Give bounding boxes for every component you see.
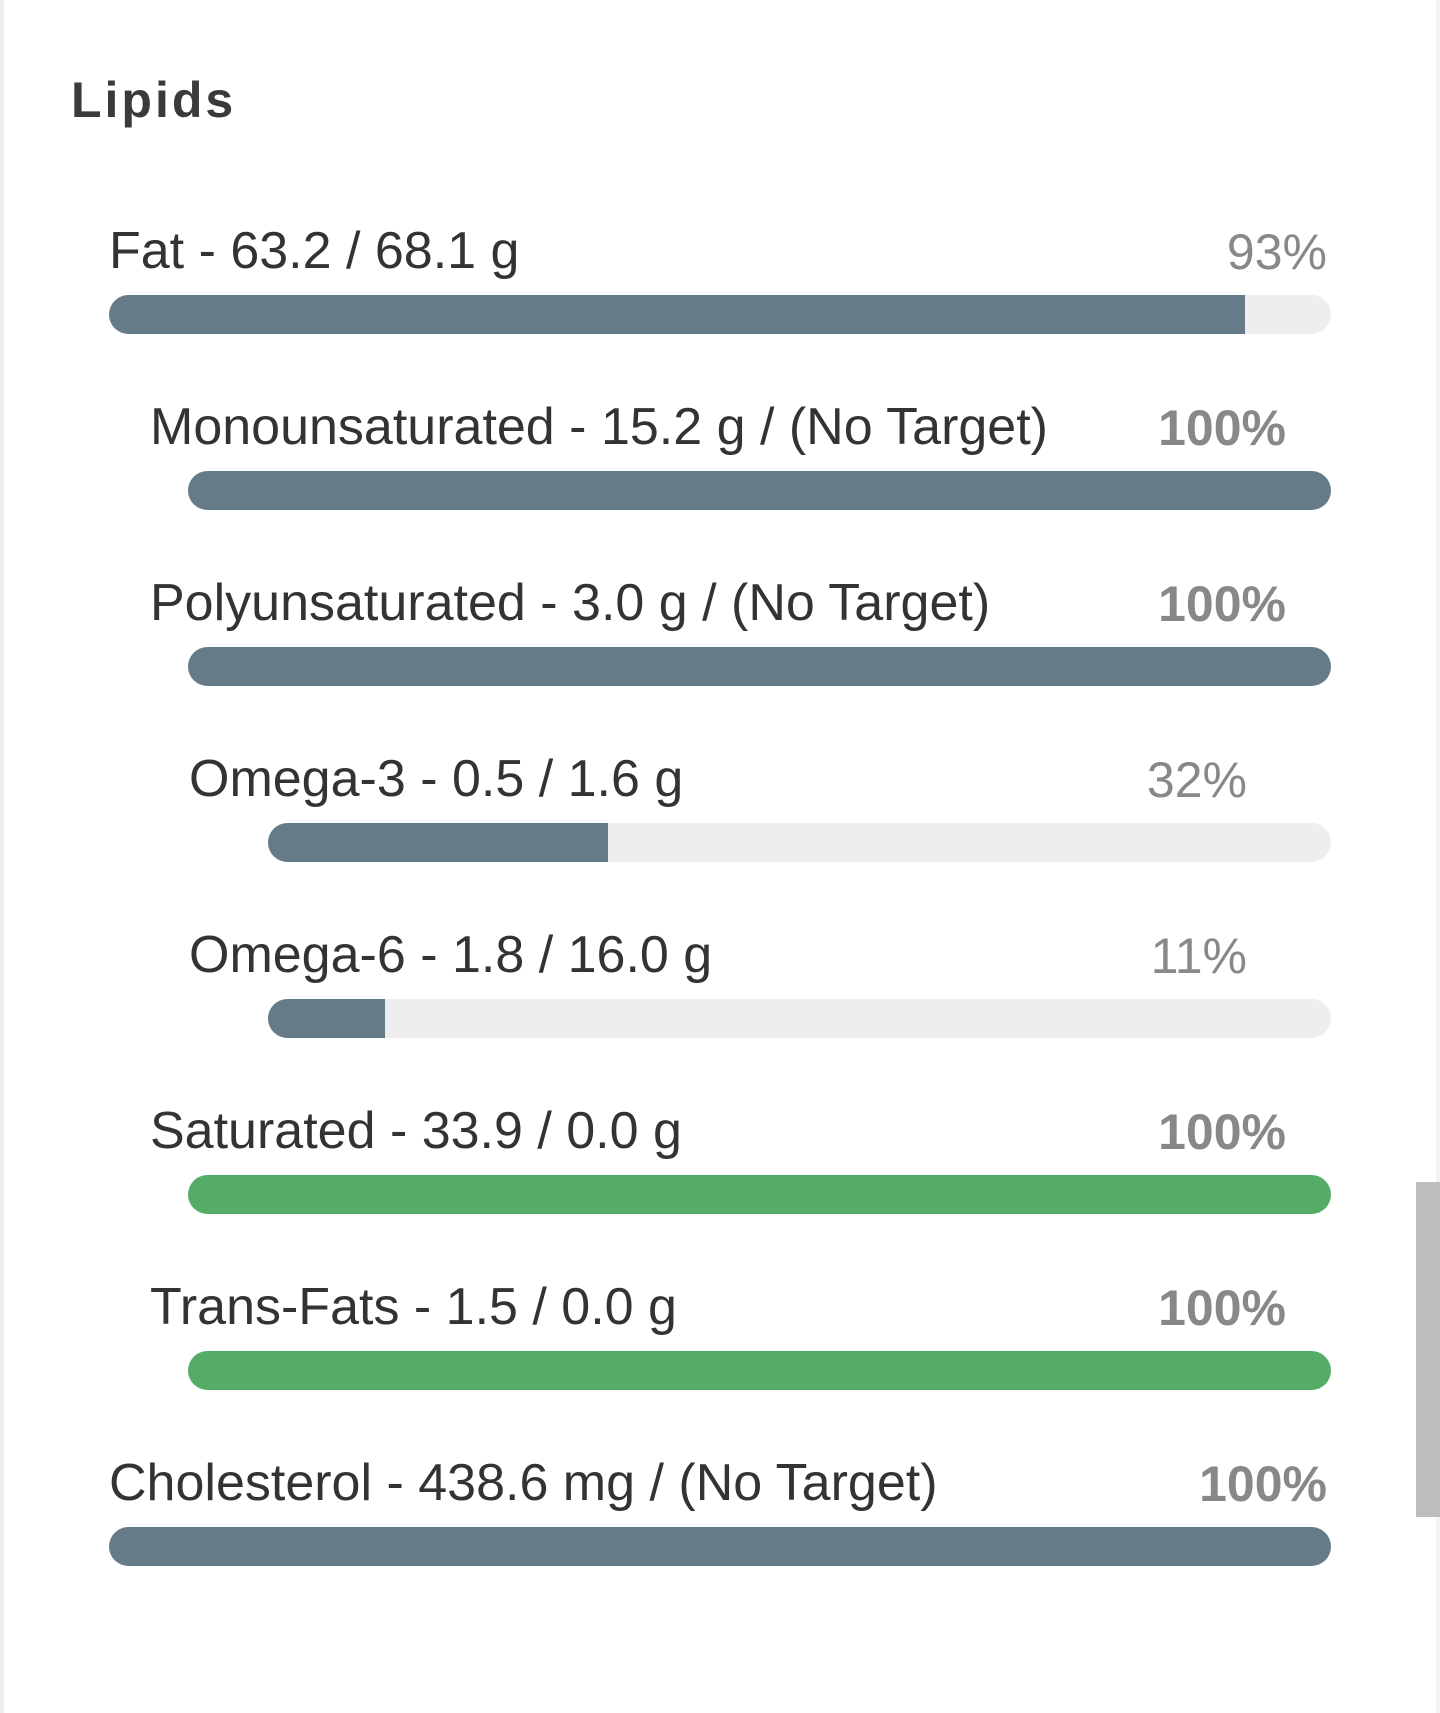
progress-track bbox=[188, 1175, 1331, 1214]
nutrient-header: Omega-6 - 1.8 / 16.0 g 11% bbox=[0, 924, 1440, 987]
percent-label: 100% bbox=[1158, 575, 1286, 632]
nutrient-row: Polyunsaturated - 3.0 g / (No Target) 100… bbox=[0, 572, 1440, 686]
nutrient-row: Omega-6 - 1.8 / 16.0 g 11% bbox=[0, 924, 1440, 1038]
nutrient-row: Trans-Fats - 1.5 / 0.0 g 100% bbox=[0, 1276, 1440, 1390]
percent-label: 100% bbox=[1158, 1279, 1286, 1336]
nutrient-label: Omega-3 - 0.5 / 1.6 g bbox=[189, 750, 684, 808]
nutrient-row: Fat - 63.2 / 68.1 g 93% bbox=[0, 220, 1440, 334]
progress-track bbox=[109, 295, 1331, 334]
nutrient-row: Omega-3 - 0.5 / 1.6 g 32% bbox=[0, 748, 1440, 862]
progress-track bbox=[268, 823, 1331, 862]
percent-label: 100% bbox=[1158, 399, 1286, 456]
percent-label: 32% bbox=[1146, 751, 1247, 808]
panel-border bbox=[1436, 0, 1440, 1713]
progress-track bbox=[188, 647, 1331, 686]
progress-fill bbox=[188, 1351, 1331, 1390]
nutrient-label: Cholesterol - 438.6 mg / (No Target) bbox=[109, 1454, 938, 1512]
percent-label: 93% bbox=[1226, 223, 1327, 280]
nutrient-label: Trans-Fats - 1.5 / 0.0 g bbox=[150, 1278, 677, 1336]
nutrient-header: Fat - 63.2 / 68.1 g 93% bbox=[0, 220, 1440, 283]
nutrient-header: Monounsaturated - 15.2 g / (No Target) 10… bbox=[0, 396, 1440, 459]
progress-fill bbox=[109, 1527, 1331, 1566]
percent-label: 100% bbox=[1199, 1455, 1327, 1512]
nutrient-label: Omega-6 - 1.8 / 16.0 g bbox=[189, 926, 713, 984]
progress-fill bbox=[188, 647, 1331, 686]
percent-label: 11% bbox=[1150, 927, 1247, 984]
nutrient-header: Cholesterol - 438.6 mg / (No Target) 100% bbox=[0, 1452, 1440, 1515]
nutrient-label: Monounsaturated - 15.2 g / (No Target) bbox=[150, 398, 1048, 456]
progress-fill bbox=[268, 999, 385, 1038]
nutrient-header: Saturated - 33.9 / 0.0 g 100% bbox=[0, 1100, 1440, 1163]
nutrient-list: Fat - 63.2 / 68.1 g 93% Monounsaturated - … bbox=[0, 220, 1440, 1628]
nutrient-header: Polyunsaturated - 3.0 g / (No Target) 100… bbox=[0, 572, 1440, 635]
nutrient-header: Omega-3 - 0.5 / 1.6 g 32% bbox=[0, 748, 1440, 811]
section-title: Lipids bbox=[71, 72, 237, 128]
percent-label: 100% bbox=[1158, 1103, 1286, 1160]
nutrient-label: Fat - 63.2 / 68.1 g bbox=[109, 222, 520, 280]
scrollbar[interactable] bbox=[1416, 1182, 1440, 1517]
progress-fill bbox=[268, 823, 609, 862]
progress-track bbox=[109, 1527, 1331, 1566]
nutrient-label: Polyunsaturated - 3.0 g / (No Target) bbox=[150, 574, 991, 632]
progress-track bbox=[268, 999, 1331, 1038]
panel-border bbox=[0, 0, 4, 1713]
progress-track bbox=[188, 471, 1331, 510]
progress-fill bbox=[188, 471, 1331, 510]
nutrient-header: Trans-Fats - 1.5 / 0.0 g 100% bbox=[0, 1276, 1440, 1339]
nutrient-label: Saturated - 33.9 / 0.0 g bbox=[150, 1102, 682, 1160]
progress-track bbox=[188, 1351, 1331, 1390]
progress-fill bbox=[109, 295, 1246, 334]
nutrient-row: Saturated - 33.9 / 0.0 g 100% bbox=[0, 1100, 1440, 1214]
progress-fill bbox=[188, 1175, 1331, 1214]
nutrient-row: Monounsaturated - 15.2 g / (No Target) 10… bbox=[0, 396, 1440, 510]
nutrient-row: Cholesterol - 438.6 mg / (No Target) 100% bbox=[0, 1452, 1440, 1566]
